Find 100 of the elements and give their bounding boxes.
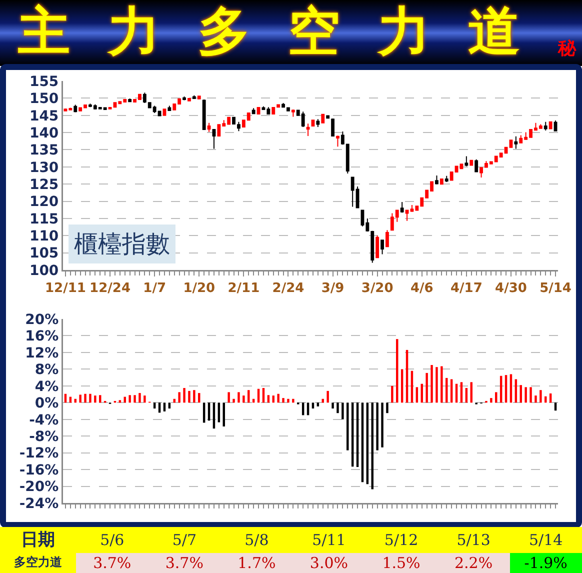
candlestick (182, 96, 186, 101)
bar (510, 374, 512, 403)
bar (316, 402, 320, 406)
bar (163, 402, 166, 412)
bar (144, 396, 146, 403)
chart-title: 主力多空力道 (18, 2, 558, 62)
candlestick (207, 122, 211, 132)
bar (356, 402, 359, 468)
y-tick-label: 8% (34, 362, 59, 378)
candlestick (252, 108, 256, 114)
y-tick-label: 145 (29, 108, 59, 124)
bar (396, 339, 398, 403)
bar (346, 402, 349, 450)
y-tick-label: 16% (25, 328, 59, 345)
candlestick (202, 99, 206, 130)
bar (228, 392, 230, 403)
y-tick-label: -8% (29, 428, 59, 445)
category-label: 5/8 (220, 527, 293, 553)
candlestick (444, 175, 448, 183)
bar (391, 386, 394, 403)
y-tick-label: 0% (34, 396, 59, 412)
bar (89, 394, 92, 403)
x-tick-label: 4/17 (450, 281, 482, 296)
bar (361, 402, 364, 482)
data-label: 3.7% (76, 552, 148, 573)
y-tick-label: 130 (29, 160, 59, 176)
data-label: 1.7% (220, 552, 293, 573)
bar (312, 402, 314, 408)
bar (530, 387, 532, 403)
candlestick (192, 94, 196, 100)
candlestick (380, 240, 384, 255)
bar (212, 402, 216, 429)
x-tick-label: 2/24 (272, 281, 304, 296)
y-tick-label: 105 (29, 246, 59, 262)
bar (386, 402, 388, 414)
bar (287, 398, 290, 403)
bar (222, 402, 225, 426)
bar (470, 382, 472, 403)
chart-subtitle: 秘 (558, 37, 576, 60)
bar (490, 398, 492, 403)
bar (188, 390, 190, 403)
bar (79, 394, 82, 403)
bar (524, 387, 527, 403)
category-label: 5/14 (510, 527, 582, 553)
data-label: -1.9% (510, 552, 582, 573)
bar (267, 395, 270, 403)
y-tick-label: -20% (19, 479, 59, 496)
x-tick-label: 1/7 (143, 281, 166, 296)
x-tick-label: 12/11 (45, 281, 86, 296)
y-tick-label: -12% (19, 446, 59, 462)
data-label: 3.0% (292, 552, 366, 573)
x-tick-label: 5/14 (540, 281, 572, 296)
y-tick-label: 12% (25, 345, 59, 362)
bar (381, 402, 384, 448)
data-label: 3.7% (148, 552, 221, 573)
bar (238, 392, 240, 403)
bar (371, 402, 374, 490)
bar (366, 402, 369, 484)
bar (138, 393, 141, 403)
candlestick (316, 118, 320, 128)
bar (534, 396, 537, 403)
bar (128, 395, 131, 403)
candlestick (306, 123, 310, 136)
bar (376, 402, 378, 450)
candlestick (470, 160, 474, 166)
candlestick (400, 201, 404, 214)
y-tick-label: -16% (19, 462, 59, 478)
candlestick (435, 175, 438, 185)
candlestick (321, 114, 325, 124)
bar (84, 394, 86, 403)
bar (232, 398, 235, 403)
bar (208, 402, 210, 421)
candlestick (326, 114, 330, 119)
x-tick-label: 3/20 (361, 281, 394, 296)
candlestick (464, 156, 468, 167)
bar (282, 398, 284, 403)
category-label: 5/7 (148, 527, 221, 553)
bar (99, 395, 102, 403)
y-tick-label: 110 (29, 228, 59, 245)
category-label: 5/11 (292, 527, 366, 553)
candlestick (376, 235, 380, 258)
bar (436, 367, 438, 403)
bar (242, 396, 245, 403)
x-tick-label: 12/24 (90, 281, 130, 296)
candlestick (386, 230, 389, 248)
bar (218, 402, 220, 422)
text: 日期 (0, 527, 76, 553)
bar (400, 369, 404, 403)
y-tick-label: -4% (29, 412, 59, 428)
candlestick (282, 102, 285, 108)
bar (342, 402, 344, 420)
y-tick-label: 155 (29, 74, 59, 90)
category-label: 5/6 (76, 527, 148, 553)
bar (430, 365, 433, 403)
annotation: 櫃檯指數 (74, 230, 170, 258)
data-label: 1.5% (365, 552, 438, 573)
text: 多空力道 (0, 552, 76, 573)
bar (332, 402, 334, 408)
bar (351, 402, 354, 467)
bar (514, 379, 518, 403)
